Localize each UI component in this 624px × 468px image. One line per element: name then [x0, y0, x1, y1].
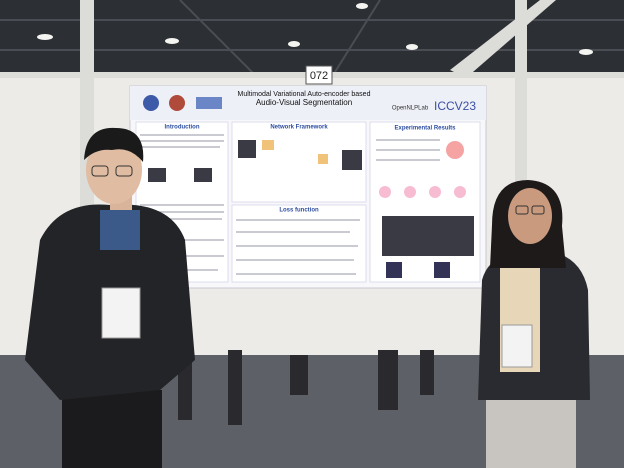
person-left — [25, 127, 195, 468]
figure-blocks — [446, 141, 464, 159]
poster-header — [130, 86, 486, 120]
board-number: 072 — [310, 70, 328, 82]
logo — [143, 95, 159, 111]
figure-blocks — [148, 140, 474, 256]
qr-code — [386, 262, 402, 278]
venue: ICCV23 — [434, 99, 476, 113]
section-box — [369, 121, 481, 283]
logo — [196, 97, 222, 109]
section-title: Loss function — [279, 208, 319, 214]
section-title: Introduction — [165, 125, 200, 131]
section-title: Network Framework — [270, 125, 328, 131]
qr-code — [434, 262, 450, 278]
figure-blocks — [379, 186, 466, 198]
section-box — [231, 204, 367, 283]
background-people — [178, 350, 434, 425]
ceiling-lights — [37, 3, 593, 55]
person-right — [478, 180, 590, 468]
logo — [169, 95, 185, 111]
section-title: Experimental Results — [394, 126, 456, 132]
poster-title: Multimodal Variational Auto-encoder base… — [238, 91, 371, 98]
figure-blocks — [262, 140, 328, 164]
poster-title: Audio-Visual Segmentation — [256, 98, 352, 107]
lab-name: OpenNLPLab — [392, 106, 429, 112]
board-number-tag — [305, 65, 333, 85]
